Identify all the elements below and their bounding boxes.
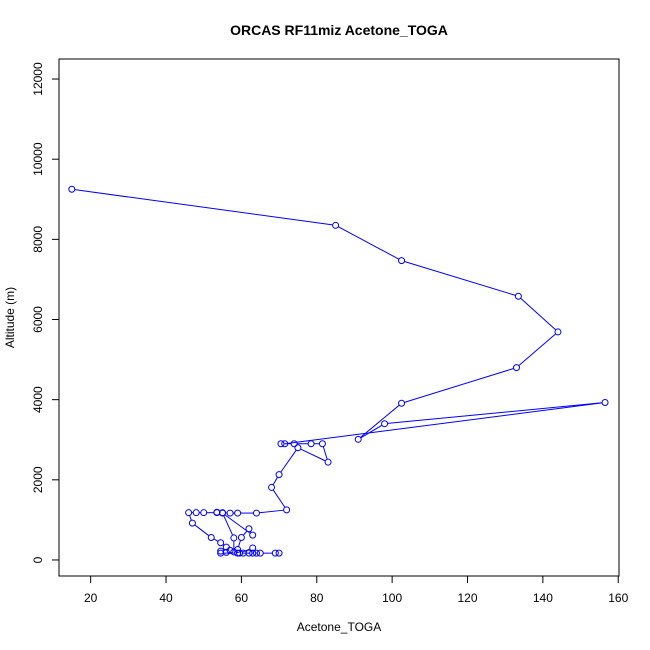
y-tick-label: 2000 <box>31 466 45 493</box>
data-point <box>381 420 389 428</box>
data-point <box>281 440 289 448</box>
x-tick-label: 140 <box>533 591 553 605</box>
data-point <box>290 440 298 448</box>
data-point <box>324 458 332 466</box>
x-axis: 20 40 60 80 100 120 140 160 <box>84 575 629 605</box>
data-point <box>217 539 225 547</box>
data-point <box>226 546 234 554</box>
x-tick-label: 80 <box>310 591 324 605</box>
series-segment <box>242 548 251 553</box>
y-tick-label: 0 <box>31 556 45 563</box>
y-tick-label: 12000 <box>31 62 45 96</box>
data-point <box>554 328 562 336</box>
data-point <box>200 509 208 517</box>
series-segment <box>189 515 192 521</box>
data-point <box>230 534 238 542</box>
data-point <box>283 506 291 514</box>
data-point <box>226 509 234 517</box>
series-segment <box>287 402 603 444</box>
data-point <box>294 444 302 452</box>
data-point <box>318 440 326 448</box>
data-point <box>275 471 283 479</box>
data-point <box>271 549 279 557</box>
series-segment <box>213 538 219 542</box>
data-point <box>234 509 242 517</box>
y-tick-label: 4000 <box>31 386 45 413</box>
series-segment <box>242 530 248 536</box>
data-point <box>192 509 200 517</box>
data-point <box>514 292 522 300</box>
data-point <box>512 364 520 372</box>
y-axis-label: Altitude (m) <box>3 287 17 348</box>
series-segment <box>259 509 284 514</box>
data-point <box>354 435 362 443</box>
data-point <box>68 185 76 193</box>
data-point <box>234 546 242 554</box>
data-point <box>268 483 276 491</box>
series-segment <box>387 402 603 424</box>
data-point <box>217 549 225 557</box>
series-segment <box>518 333 557 367</box>
data-point <box>237 534 245 542</box>
x-tick-label: 160 <box>608 591 628 605</box>
data-point <box>188 519 196 527</box>
y-tick-label: 6000 <box>31 306 45 333</box>
series-layer <box>68 185 609 557</box>
data-point <box>236 549 244 557</box>
series-segment <box>520 297 557 331</box>
data-point <box>245 549 253 557</box>
series-segment <box>404 368 514 403</box>
series-segment <box>238 540 241 547</box>
series-segment <box>300 448 326 462</box>
chart-title: ORCAS RF11miz Acetone_TOGA <box>230 22 448 38</box>
series-segment <box>360 424 383 439</box>
data-point <box>219 509 227 517</box>
data-point <box>332 221 340 229</box>
series-segment <box>322 446 328 460</box>
series-segment <box>338 226 400 260</box>
series-segment <box>194 524 210 537</box>
data-point <box>207 534 215 542</box>
data-point <box>601 398 609 406</box>
data-point <box>249 549 257 557</box>
x-tick-label: 40 <box>159 591 173 605</box>
data-point <box>275 549 283 557</box>
y-axis: 0 2000 4000 6000 8000 10000 12000 <box>31 62 60 563</box>
data-point <box>245 525 253 533</box>
x-axis-label: Acetone_TOGA <box>297 620 382 634</box>
series-segment <box>360 404 400 438</box>
data-point <box>217 547 225 555</box>
series-segment <box>272 489 286 508</box>
series-segment <box>280 449 297 473</box>
series-segment <box>74 189 333 226</box>
data-point <box>185 509 193 517</box>
x-tick-label: 20 <box>84 591 98 605</box>
data-point <box>398 399 406 407</box>
data-point <box>252 549 260 557</box>
data-point <box>277 440 285 448</box>
series-segment <box>272 476 278 486</box>
data-point <box>256 549 264 557</box>
x-tick-label: 60 <box>235 591 249 605</box>
x-tick-label: 100 <box>382 591 402 605</box>
series-segment <box>223 515 234 536</box>
y-tick-label: 10000 <box>31 142 45 176</box>
data-point <box>252 509 260 517</box>
series-segment <box>404 260 516 296</box>
data-point <box>249 544 257 552</box>
y-tick-label: 8000 <box>31 226 45 253</box>
data-point <box>398 257 406 265</box>
data-point <box>307 440 315 448</box>
data-point <box>249 531 257 539</box>
x-tick-label: 120 <box>457 591 477 605</box>
